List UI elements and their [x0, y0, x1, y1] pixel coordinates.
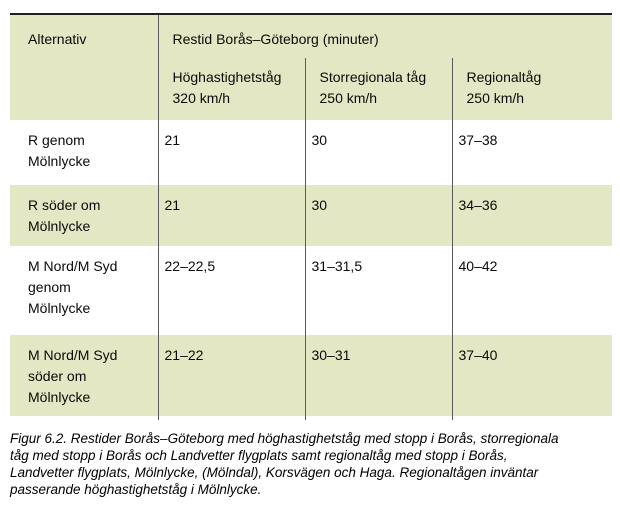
cell-value: 40–42 [451, 246, 613, 335]
column-header-storregionala-tag: Storregionala tåg 250 km/h [304, 58, 452, 120]
cell-value: 21–22 [157, 335, 305, 416]
cell-value: 37–40 [451, 335, 613, 416]
column-header-hoghastighetstag: Höghastighetståg 320 km/h [157, 58, 305, 120]
table-group-header: Restid Borås–Göteborg (minuter) [157, 14, 613, 58]
cell-value: 30 [304, 185, 452, 246]
table-row: M Nord/M Syd genom Mölnlycke 22–22,5 31–… [10, 246, 613, 335]
figure-caption: Figur 6.2. Restider Borås–Göteborg med h… [10, 431, 559, 497]
cell-value: 31–31,5 [304, 246, 452, 335]
row-label: M Nord/M Syd genom Mölnlycke [10, 246, 158, 335]
table-corner-header: Alternativ [10, 14, 158, 120]
cell-value: 30–31 [304, 335, 452, 416]
column-header-regionaltag: Regionaltåg 250 km/h [451, 58, 613, 120]
document-page: Alternativ Restid Borås–Göteborg (minute… [0, 13, 620, 523]
cell-value: 30 [304, 120, 452, 185]
row-label: R genom Mölnlycke [10, 120, 158, 185]
cell-value: 21 [157, 185, 305, 246]
cell-value: 34–36 [451, 185, 613, 246]
row-label: M Nord/M Syd söder om Mölnlycke [10, 335, 158, 416]
table-divider-stub [10, 416, 613, 420]
table-row: M Nord/M Syd söder om Mölnlycke 21–22 30… [10, 335, 613, 416]
travel-times-table: Alternativ Restid Borås–Göteborg (minute… [10, 13, 613, 420]
table-row: R genom Mölnlycke 21 30 37–38 [10, 120, 613, 185]
row-label: R söder om Mölnlycke [10, 185, 158, 246]
cell-value: 21 [157, 120, 305, 185]
cell-value: 22–22,5 [157, 246, 305, 335]
cell-value: 37–38 [451, 120, 613, 185]
table-row: R söder om Mölnlycke 21 30 34–36 [10, 185, 613, 246]
